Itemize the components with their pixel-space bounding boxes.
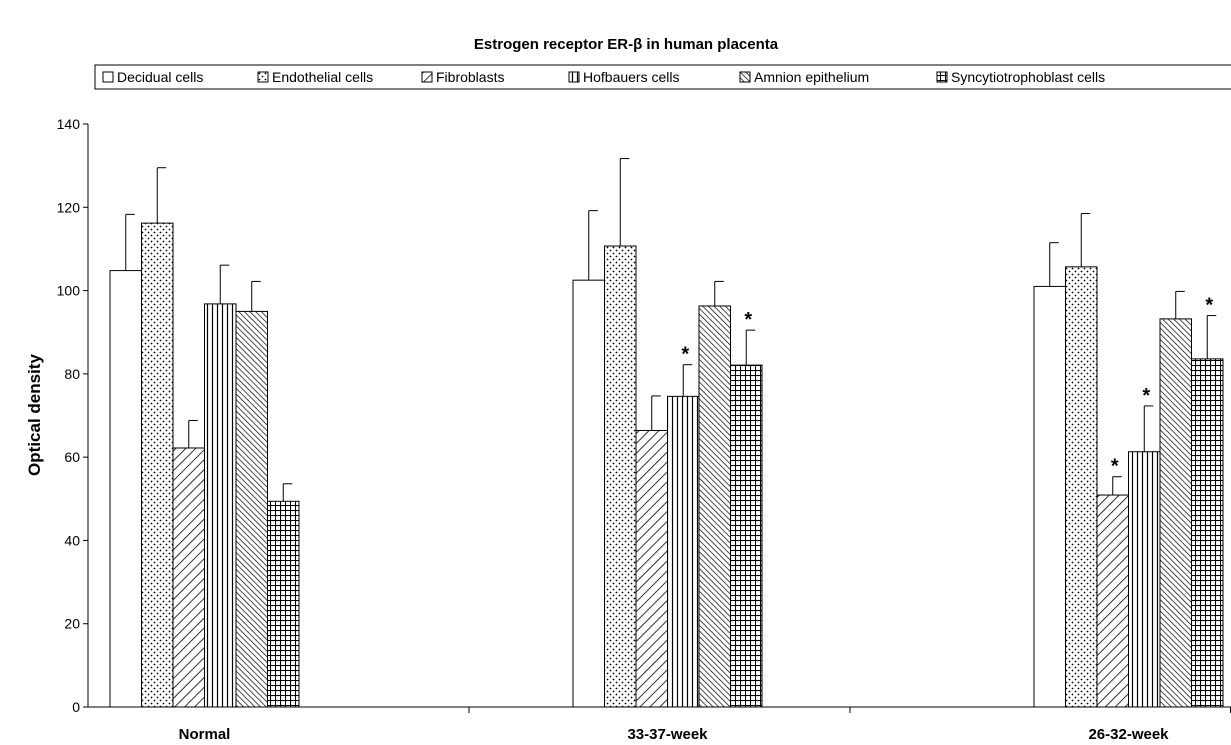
legend-label: Amnion epithelium — [754, 69, 869, 85]
legend-frame — [94, 64, 1231, 90]
x-category-label: 33-37-week — [627, 726, 708, 743]
legend-swatch — [102, 71, 114, 83]
chart-title: Estrogen receptor ER-β in human placenta — [474, 36, 779, 53]
bar — [698, 305, 731, 708]
legend-swatch — [739, 71, 751, 83]
bar — [141, 222, 174, 708]
y-axis-label: Optical density — [25, 354, 44, 476]
bar — [667, 395, 700, 708]
significance-marker: * — [1205, 295, 1213, 317]
legend-swatch — [936, 71, 948, 83]
x-category-label: 26-32-week — [1088, 726, 1169, 743]
bar — [604, 245, 637, 708]
plot-area: 0 20 40 60 80 100 120 140 Normal 33-37-week * * 26-3… — [57, 116, 1231, 743]
bar — [1033, 285, 1066, 708]
bar — [635, 429, 668, 708]
bar — [730, 364, 763, 708]
bar — [572, 279, 605, 708]
y-tick-label: 80 — [64, 366, 80, 382]
legend-swatch — [568, 71, 580, 83]
y-tick-label: 0 — [72, 699, 80, 715]
y-tick-label: 120 — [57, 199, 81, 215]
legend: Decidual cells Endothelial cells Fibroblas… — [94, 64, 1231, 90]
legend-swatch — [421, 71, 433, 83]
significance-marker: * — [744, 309, 752, 331]
legend-label: Hofbauers cells — [583, 69, 680, 85]
bar — [1159, 318, 1192, 708]
bar — [1128, 451, 1161, 708]
bar — [235, 310, 268, 708]
x-category-label: Normal — [179, 726, 231, 743]
bar — [267, 500, 300, 708]
bar — [1191, 358, 1224, 708]
legend-label: Decidual cells — [117, 69, 203, 85]
significance-marker: * — [1111, 456, 1119, 478]
bar — [172, 447, 205, 708]
bar — [1096, 494, 1129, 708]
y-tick-label: 140 — [57, 116, 81, 132]
y-tick-label: 20 — [64, 616, 80, 632]
legend-label: Endothelial cells — [272, 69, 373, 85]
legend-label: Syncytiotrophoblast cells — [951, 69, 1105, 85]
y-tick-label: 60 — [64, 449, 80, 465]
bar — [1065, 266, 1098, 708]
y-tick-label: 100 — [57, 283, 81, 299]
y-tick-label: 40 — [64, 532, 80, 548]
significance-marker: * — [681, 344, 689, 366]
bar — [204, 303, 237, 708]
bar — [109, 270, 142, 708]
significance-marker: * — [1142, 385, 1150, 407]
legend-label: Fibroblasts — [436, 69, 504, 85]
legend-swatch — [257, 71, 269, 83]
